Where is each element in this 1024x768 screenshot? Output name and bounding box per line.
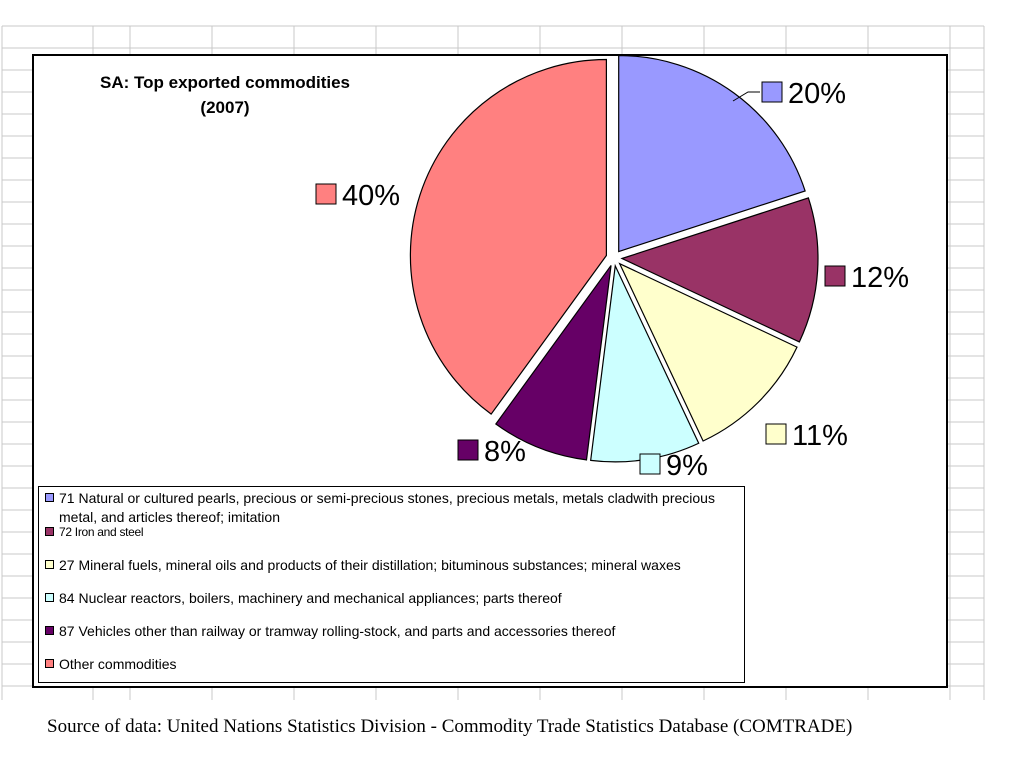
pie-slice-5 — [495, 265, 612, 461]
legend-item-6: Other commodities — [45, 655, 739, 674]
data-label-swatch-3 — [765, 423, 787, 445]
pie-slice-2 — [620, 197, 819, 343]
legend-swatch-2 — [45, 527, 54, 536]
legend-swatch-4 — [45, 593, 54, 602]
chart-title-line-1: SA: Top exported commodities — [100, 73, 350, 92]
leader-line — [732, 91, 760, 102]
source-note: Source of data: United Nations Statistic… — [47, 716, 853, 737]
legend-item-2: 72 Iron and steel — [45, 523, 739, 542]
data-label-swatch-6 — [315, 183, 337, 205]
data-label-swatch-2 — [824, 265, 846, 287]
chart-legend: 71 Natural or cultured pearls, precious … — [38, 486, 745, 683]
data-label-swatch-4 — [639, 453, 661, 475]
legend-item-5: 87 Vehicles other than railway or tramwa… — [45, 622, 739, 641]
legend-swatch-1 — [45, 493, 54, 502]
data-label-1: 20% — [788, 78, 846, 110]
legend-label-1: 71 Natural or cultured pearls, precious … — [59, 490, 715, 525]
data-label-4: 9% — [666, 450, 708, 482]
chart-title: SA: Top exported commodities (2007) — [60, 70, 390, 120]
pie-slice-1 — [618, 54, 806, 253]
pie-slice-6 — [409, 58, 607, 415]
data-label-3: 11% — [792, 420, 848, 452]
legend-label-6: Other commodities — [59, 656, 177, 672]
legend-swatch-3 — [45, 560, 54, 569]
legend-label-4: 84 Nuclear reactors, boilers, machinery … — [59, 590, 562, 606]
legend-label-5: 87 Vehicles other than railway or tramwa… — [59, 623, 616, 639]
data-label-6: 40% — [342, 180, 400, 212]
data-label-5: 8% — [484, 436, 526, 468]
legend-label-2: 72 Iron and steel — [59, 525, 144, 539]
legend-item-4: 84 Nuclear reactors, boilers, machinery … — [45, 589, 739, 608]
data-label-2: 12% — [851, 262, 909, 294]
chart-title-line-2: (2007) — [200, 98, 250, 117]
legend-label-3: 27 Mineral fuels, mineral oils and produ… — [59, 557, 681, 573]
data-label-swatch-5 — [457, 439, 479, 461]
data-label-swatch-1 — [761, 81, 783, 103]
pie-slice-3 — [618, 262, 798, 442]
legend-swatch-5 — [45, 626, 54, 635]
legend-swatch-6 — [45, 659, 54, 668]
legend-item-3: 27 Mineral fuels, mineral oils and produ… — [45, 556, 739, 575]
legend-item-1: 71 Natural or cultured pearls, precious … — [45, 489, 739, 527]
